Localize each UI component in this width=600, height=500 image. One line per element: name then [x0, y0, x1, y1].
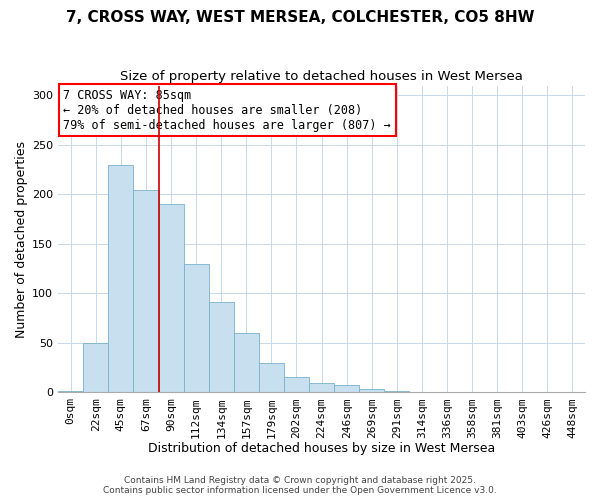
Text: 7 CROSS WAY: 85sqm
← 20% of detached houses are smaller (208)
79% of semi-detach: 7 CROSS WAY: 85sqm ← 20% of detached hou… [64, 88, 391, 132]
Text: Contains HM Land Registry data © Crown copyright and database right 2025.
Contai: Contains HM Land Registry data © Crown c… [103, 476, 497, 495]
Text: 7, CROSS WAY, WEST MERSEA, COLCHESTER, CO5 8HW: 7, CROSS WAY, WEST MERSEA, COLCHESTER, C… [66, 10, 534, 25]
Bar [209, 302, 234, 392]
Y-axis label: Number of detached properties: Number of detached properties [15, 140, 28, 338]
Bar [184, 264, 209, 392]
Bar [359, 388, 384, 392]
Title: Size of property relative to detached houses in West Mersea: Size of property relative to detached ho… [120, 70, 523, 83]
Bar [83, 343, 109, 392]
Bar [309, 382, 334, 392]
Bar [234, 333, 259, 392]
Bar [109, 165, 133, 392]
Bar [284, 376, 309, 392]
Bar [158, 204, 184, 392]
Bar [334, 384, 359, 392]
X-axis label: Distribution of detached houses by size in West Mersea: Distribution of detached houses by size … [148, 442, 495, 455]
Bar [259, 363, 284, 392]
Bar [133, 190, 158, 392]
